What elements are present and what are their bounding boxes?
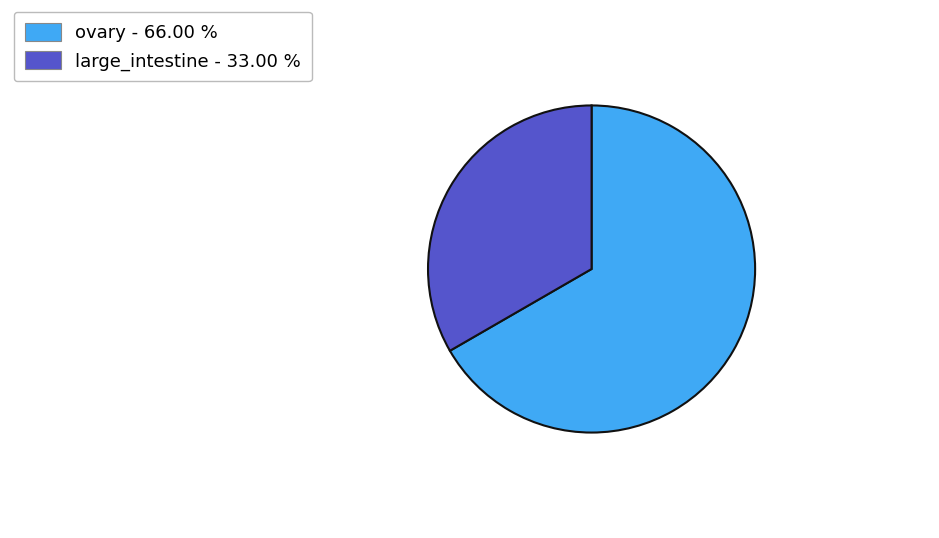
Wedge shape [450,105,755,433]
Legend: ovary - 66.00 %, large_intestine - 33.00 %: ovary - 66.00 %, large_intestine - 33.00… [14,12,312,81]
Wedge shape [428,105,592,351]
